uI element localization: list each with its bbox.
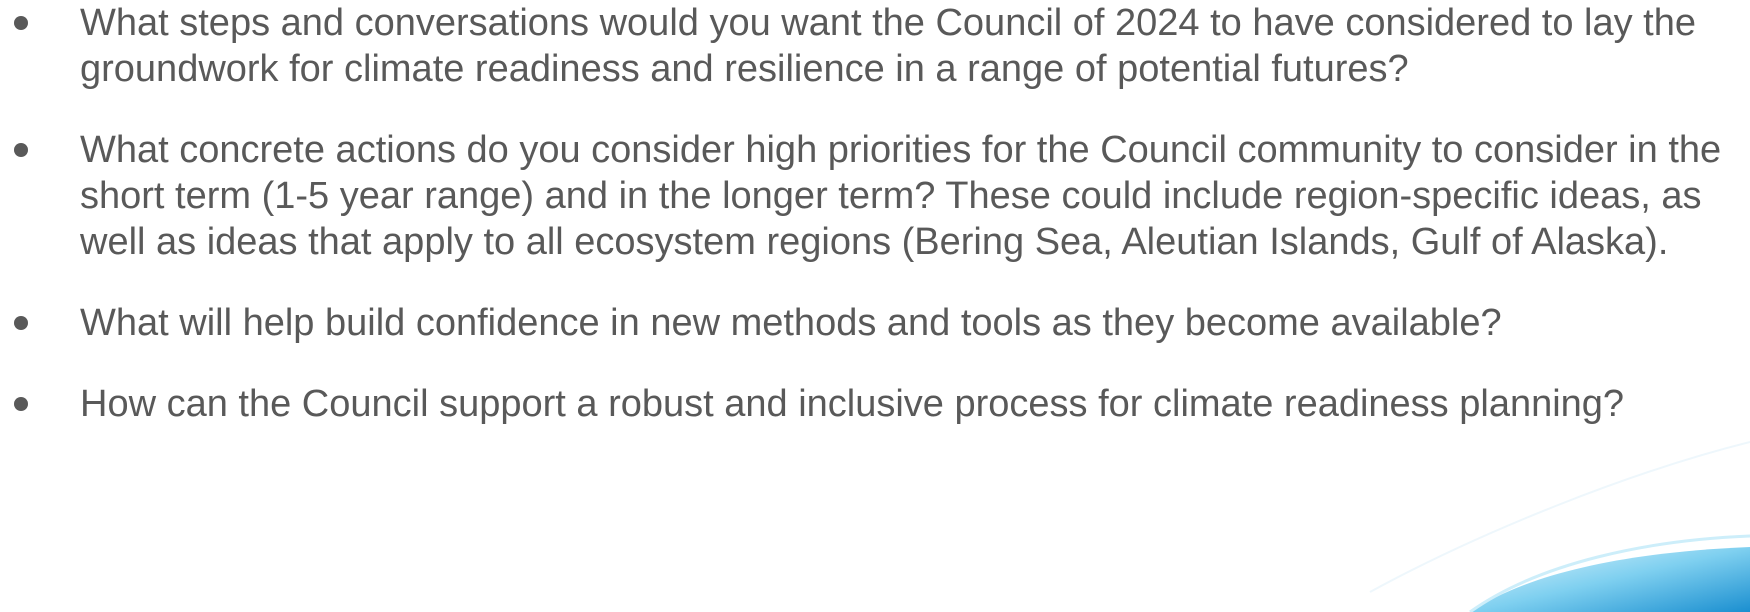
swoosh-shape [1470, 547, 1750, 612]
bullet-list: What steps and conversations would you w… [0, 0, 1745, 462]
slide: What steps and conversations would you w… [0, 0, 1750, 612]
bullet-item: What steps and conversations would you w… [0, 0, 1745, 92]
bullet-item: What concrete actions do you consider hi… [0, 127, 1745, 265]
bullet-item: What will help build confidence in new m… [0, 300, 1745, 346]
bullet-item: How can the Council support a robust and… [0, 381, 1745, 427]
